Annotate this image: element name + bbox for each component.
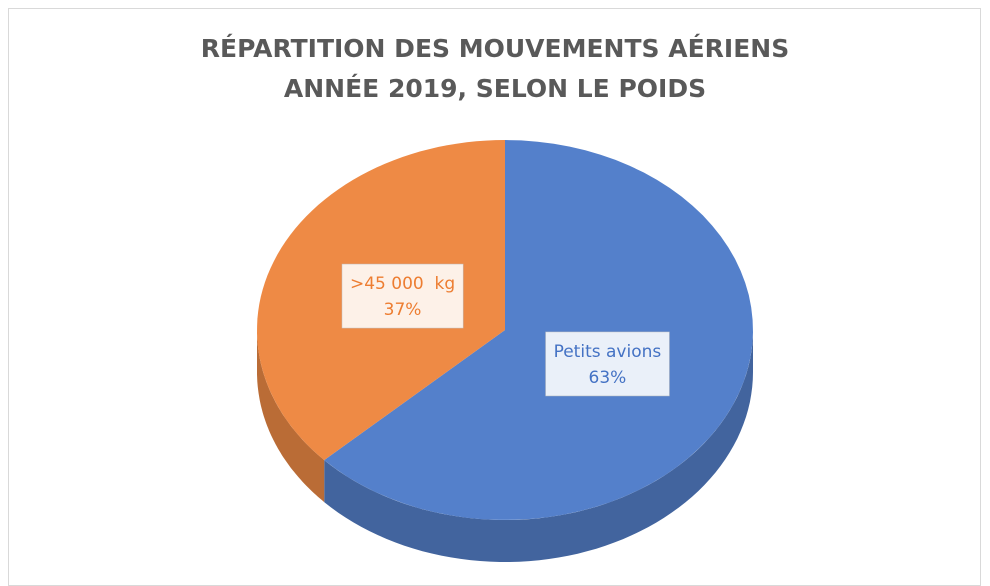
pie-labels: Petits avions 63% >45 000 kg 37% (341, 263, 670, 397)
pie-tops (257, 140, 753, 520)
pie-sides (257, 330, 753, 562)
chart-title: RÉPARTITION DES MOUVEMENTS AÉRIENS (201, 34, 789, 63)
data-label: Petits avions 63% (545, 331, 670, 397)
label-value: 63% (589, 368, 627, 388)
label-category: >45 000 kg (350, 274, 455, 294)
chart-subtitle: ANNÉE 2019, SELON LE POIDS (284, 74, 706, 103)
label-box (545, 331, 670, 397)
label-category: Petits avions (554, 342, 662, 362)
pie-side (324, 330, 753, 562)
pie-side (257, 330, 325, 503)
data-label: >45 000 kg 37% (341, 263, 464, 329)
label-box (341, 263, 464, 329)
pie-slice (324, 140, 753, 520)
label-value: 37% (384, 300, 422, 320)
